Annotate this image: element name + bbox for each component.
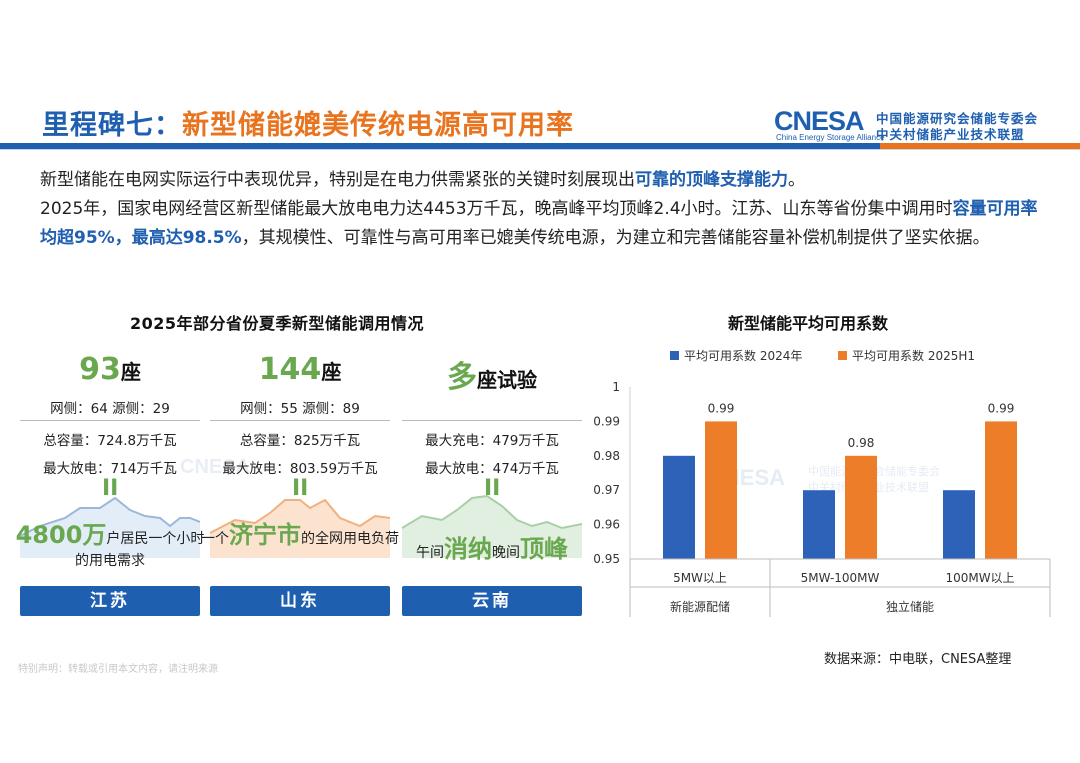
availability-bar-chart: CNESA 中国能源研究会储能专委会 中关村储能产业技术联盟 平均可用系数 20… bbox=[593, 348, 1051, 617]
legend-swatch bbox=[838, 351, 847, 360]
y-tick-label: 0.96 bbox=[593, 518, 620, 532]
caption-emphasis: 消纳 bbox=[444, 535, 492, 563]
load-curve-icon bbox=[210, 498, 390, 558]
data-source-note: 数据来源：中电联，CNESA整理 bbox=[824, 652, 1012, 667]
total-capacity: 总容量：825万千瓦 bbox=[239, 433, 361, 449]
title-prefix: 里程碑七： bbox=[42, 110, 182, 141]
chart-legend: 平均可用系数 2024年 平均可用系数 2025H1 bbox=[670, 348, 975, 363]
station-count: 93座 bbox=[20, 352, 200, 387]
para-text-2-end: ，其规模性、可靠性与高可用率已媲美传统电源，为建立和完善储能容量补偿机制提供了坚… bbox=[241, 228, 990, 248]
station-count-value: 93 bbox=[79, 352, 121, 387]
caption-text: 的全网用电负荷 bbox=[301, 531, 399, 547]
station-count-unit: 座试验 bbox=[477, 368, 537, 392]
grid-source-split: 网侧：55 源侧：89 bbox=[240, 401, 360, 417]
legend-label: 平均可用系数 2024年 bbox=[684, 348, 802, 363]
y-tick-label: 0.98 bbox=[593, 449, 620, 463]
data-label: 0.99 bbox=[988, 401, 1015, 415]
station-count-unit: 座 bbox=[120, 360, 141, 384]
watermark-left-main: CNESA bbox=[180, 456, 251, 478]
data-label: 0.99 bbox=[708, 401, 735, 415]
x-group-label: 新能源配储 bbox=[670, 599, 730, 614]
cnesa-logo: CNESA China Energy Storage Alliance 中国能源… bbox=[774, 106, 1044, 142]
logo-cn-line1: 中国能源研究会储能专委会 bbox=[876, 111, 1039, 126]
legend-label: 平均可用系数 2025H1 bbox=[852, 348, 975, 363]
station-count: 多座试验 bbox=[402, 352, 582, 396]
equivalence-caption: 午间消纳晚间顶峰 bbox=[392, 535, 592, 564]
caption-emphasis: 4800万 bbox=[15, 521, 107, 549]
x-tick-label: 100MW以上 bbox=[945, 571, 1014, 585]
y-axis: 1 0.99 0.98 0.97 0.96 0.95 bbox=[593, 380, 631, 566]
load-curve-icon bbox=[20, 496, 200, 558]
chart-watermark: CNESA 中国能源研究会储能专委会 中关村储能产业技术联盟 bbox=[708, 464, 940, 494]
caption-emphasis-2: 顶峰 bbox=[520, 535, 568, 563]
data-label: 0.98 bbox=[848, 436, 875, 450]
station-count-value: 144 bbox=[258, 352, 322, 387]
x-tick-label: 5MW以上 bbox=[673, 571, 727, 585]
divider bbox=[20, 420, 200, 421]
max-discharge: 最大放电：803.59万千瓦 bbox=[222, 461, 378, 477]
legend-swatch bbox=[670, 351, 679, 360]
bar bbox=[803, 490, 835, 559]
para-highlight-1: 可靠的顶峰支撑能力 bbox=[635, 170, 788, 190]
equivalence-caption: 4800万户居民一个小时的用电需求 bbox=[10, 521, 210, 572]
province-card-jiangsu: 93座 网侧：64 源侧：29 总容量：724.8万千瓦 最大放电：714万千瓦… bbox=[16, 352, 204, 617]
divider bbox=[402, 420, 582, 421]
caption-prefix: 午间 bbox=[416, 545, 444, 561]
max-charge: 最大充电：479万千瓦 bbox=[425, 433, 559, 449]
caption-prefix: 一个 bbox=[201, 531, 229, 547]
x-group-label: 独立储能 bbox=[886, 599, 934, 614]
header-rule-orange bbox=[880, 143, 1080, 149]
bar bbox=[663, 455, 695, 559]
total-capacity: 总容量：724.8万千瓦 bbox=[43, 433, 177, 449]
para-text-1: 新型储能在电网实际运行中表现优异，特别是在电力供需紧张的关键时刻展现出 bbox=[40, 170, 635, 190]
equals-mark: II bbox=[484, 476, 501, 501]
bar bbox=[705, 421, 737, 559]
header-rule-blue bbox=[0, 143, 880, 149]
para-text-1-end: 。 bbox=[788, 170, 805, 190]
y-tick-label: 0.95 bbox=[593, 552, 620, 566]
caption-text: 晚间 bbox=[492, 545, 520, 561]
watermark-left: CNESA bbox=[180, 456, 250, 479]
bar-series: 0.99 0.98 0.99 bbox=[663, 401, 1017, 559]
y-tick-label: 1 bbox=[612, 380, 620, 394]
equals-mark: II bbox=[292, 476, 309, 501]
logo-wordmark: CNESA bbox=[774, 106, 865, 136]
bar bbox=[943, 490, 975, 559]
max-discharge: 最大放电：714万千瓦 bbox=[43, 461, 177, 477]
province-label: 山东 bbox=[210, 586, 390, 616]
logo-cn-line2: 中关村储能产业技术联盟 bbox=[876, 127, 1025, 142]
load-curve-icon bbox=[402, 494, 582, 558]
para-highlight-2: 容量可用率均超95%，最高达98.5% bbox=[40, 199, 1038, 248]
station-count-unit: 座 bbox=[321, 360, 342, 384]
para-text-2: 2025年，国家电网经营区新型储能最大放电电力达4453万千瓦，晚高峰平均顶峰2… bbox=[40, 199, 953, 219]
province-label: 云南 bbox=[402, 586, 582, 616]
caption-emphasis: 济宁市 bbox=[229, 521, 301, 549]
bar bbox=[845, 455, 877, 559]
divider bbox=[210, 420, 390, 421]
y-tick-label: 0.97 bbox=[593, 483, 620, 497]
left-panel-title: 2025年部分省份夏季新型储能调用情况 bbox=[130, 314, 425, 333]
intro-paragraph: 新型储能在电网实际运行中表现优异，特别是在电力供需紧张的关键时刻展现出可靠的顶峰… bbox=[40, 166, 1050, 253]
equivalence-caption: 一个济宁市的全网用电负荷 bbox=[200, 521, 400, 550]
logo-subtitle: China Energy Storage Alliance bbox=[776, 133, 885, 142]
province-card-yunnan: 多座试验 最大充电：479万千瓦 最大放电：474万千瓦 II 午间消纳晚间顶峰… bbox=[402, 352, 582, 617]
x-tick-label: 5MW-100MW bbox=[801, 571, 880, 585]
page-title: 里程碑七：新型储能媲美传统电源高可用率 bbox=[42, 103, 574, 142]
y-tick-label: 0.99 bbox=[593, 414, 620, 428]
title-main: 新型储能媲美传统电源高可用率 bbox=[182, 110, 574, 141]
max-discharge: 最大放电：474万千瓦 bbox=[425, 461, 559, 477]
chart-title: 新型储能平均可用系数 bbox=[728, 314, 889, 333]
grid-source-split: 网侧：64 源侧：29 bbox=[50, 401, 170, 417]
station-count-value: 多 bbox=[447, 360, 477, 395]
province-label: 江苏 bbox=[20, 586, 200, 616]
bar bbox=[985, 421, 1017, 559]
station-count: 144座 bbox=[210, 352, 390, 387]
disclaimer: 特别声明：转载或引用本文内容，请注明来源 bbox=[18, 664, 218, 675]
header-rule-thin bbox=[0, 149, 1080, 150]
caption-text: 户居民一个小时的用电需求 bbox=[75, 531, 205, 569]
equals-mark: II bbox=[102, 476, 119, 501]
province-card-shandong: 144座 网侧：55 源侧：89 总容量：825万千瓦 最大放电：803.59万… bbox=[201, 352, 399, 617]
